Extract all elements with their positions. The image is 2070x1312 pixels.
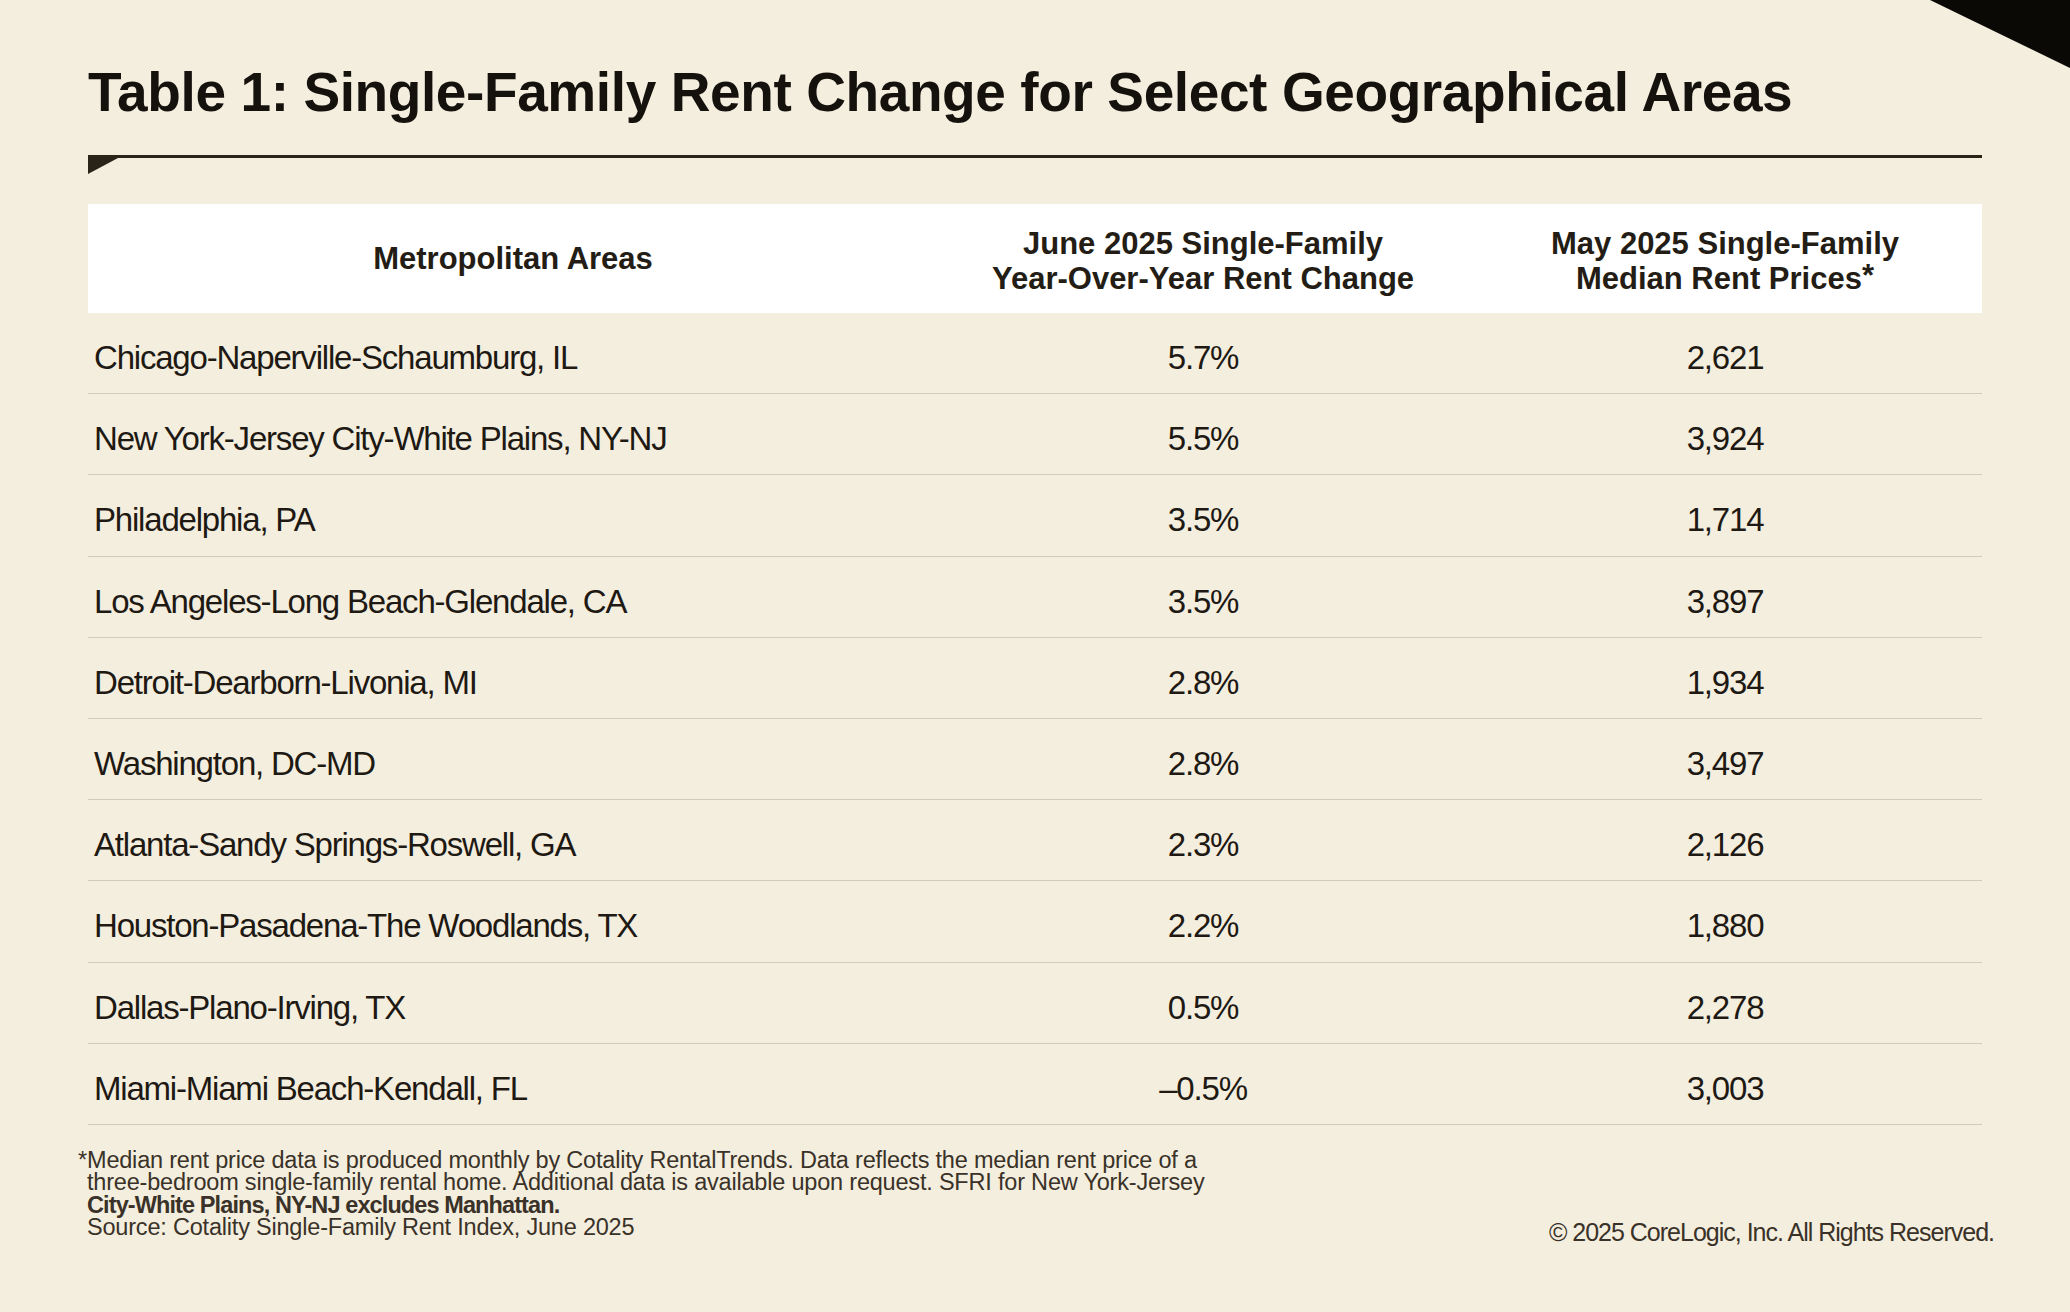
cell-median-rent: 1,714 (1468, 501, 1982, 539)
cell-median-rent: 1,934 (1468, 664, 1982, 702)
page-title: Table 1: Single-Family Rent Change for S… (88, 65, 1792, 120)
cell-median-rent: 2,278 (1468, 989, 1982, 1027)
cell-area: Detroit-Dearborn-Livonia, MI (88, 664, 938, 702)
cell-median-rent: 3,003 (1468, 1070, 1982, 1108)
cell-rent-change: 2.8% (938, 664, 1468, 702)
page: Table 1: Single-Family Rent Change for S… (0, 0, 2070, 1312)
divider-triangle-decoration (88, 158, 118, 174)
footnote-line-3: City-White Plains, NY-NJ excludes Manhat… (87, 1194, 1204, 1216)
cell-median-rent: 3,924 (1468, 420, 1982, 458)
cell-median-rent: 3,897 (1468, 583, 1982, 621)
cell-rent-change: 3.5% (938, 583, 1468, 621)
table-row: Dallas-Plano-Irving, TX 0.5% 2,278 (88, 963, 1982, 1044)
column-header-rent-change: June 2025 Single-FamilyYear-Over-Year Re… (938, 204, 1468, 313)
cell-area: Los Angeles-Long Beach-Glendale, CA (88, 583, 938, 621)
cell-area: Dallas-Plano-Irving, TX (88, 989, 938, 1027)
cell-rent-change: 2.8% (938, 745, 1468, 783)
cell-rent-change: 2.3% (938, 826, 1468, 864)
cell-area: Atlanta-Sandy Springs-Roswell, GA (88, 826, 938, 864)
cell-area: Washington, DC-MD (88, 745, 938, 783)
table-row: Chicago-Naperville-Schaumburg, IL 5.7% 2… (88, 313, 1982, 394)
cell-area: Miami-Miami Beach-Kendall, FL (88, 1070, 938, 1108)
table-row: Philadelphia, PA 3.5% 1,714 (88, 475, 1982, 556)
table-header-row: Metropolitan Areas June 2025 Single-Fami… (88, 204, 1982, 313)
cell-median-rent: 2,126 (1468, 826, 1982, 864)
cell-median-rent: 2,621 (1468, 339, 1982, 377)
column-header-metropolitan-areas: Metropolitan Areas (88, 204, 938, 313)
table-row: Houston-Pasadena-The Woodlands, TX 2.2% … (88, 881, 1982, 962)
table-row: Washington, DC-MD 2.8% 3,497 (88, 719, 1982, 800)
table-row: Miami-Miami Beach-Kendall, FL –0.5% 3,00… (88, 1044, 1982, 1125)
table-row: Los Angeles-Long Beach-Glendale, CA 3.5%… (88, 557, 1982, 638)
table-row: New York-Jersey City-White Plains, NY-NJ… (88, 394, 1982, 475)
header-asterisk: * (1862, 258, 1874, 293)
footnote-line-2: three-bedroom single-family rental home.… (87, 1171, 1204, 1193)
cell-area: Houston-Pasadena-The Woodlands, TX (88, 907, 938, 945)
cell-rent-change: 3.5% (938, 501, 1468, 539)
source-line: Source: Cotality Single-Family Rent Inde… (87, 1216, 1204, 1238)
cell-rent-change: 5.5% (938, 420, 1468, 458)
rent-change-table: Metropolitan Areas June 2025 Single-Fami… (88, 204, 1982, 1125)
column-header-median-rent: May 2025 Single-FamilyMedian Rent Prices… (1468, 204, 1982, 313)
cell-area: New York-Jersey City-White Plains, NY-NJ (88, 420, 938, 458)
corner-fold-decoration (1930, 0, 2070, 68)
cell-median-rent: 3,497 (1468, 745, 1982, 783)
cell-median-rent: 1,880 (1468, 907, 1982, 945)
cell-area: Philadelphia, PA (88, 501, 938, 539)
cell-rent-change: –0.5% (938, 1070, 1468, 1108)
cell-area: Chicago-Naperville-Schaumburg, IL (88, 339, 938, 377)
table-row: Atlanta-Sandy Springs-Roswell, GA 2.3% 2… (88, 800, 1982, 881)
cell-rent-change: 5.7% (938, 339, 1468, 377)
copyright-notice: © 2025 CoreLogic, Inc. All Rights Reserv… (1549, 1218, 1994, 1247)
title-divider (88, 155, 1982, 158)
cell-rent-change: 0.5% (938, 989, 1468, 1027)
footnote-asterisk: * (78, 1149, 87, 1171)
table-row: Detroit-Dearborn-Livonia, MI 2.8% 1,934 (88, 638, 1982, 719)
cell-rent-change: 2.2% (938, 907, 1468, 945)
footnote: *Median rent price data is produced mont… (87, 1149, 1204, 1239)
